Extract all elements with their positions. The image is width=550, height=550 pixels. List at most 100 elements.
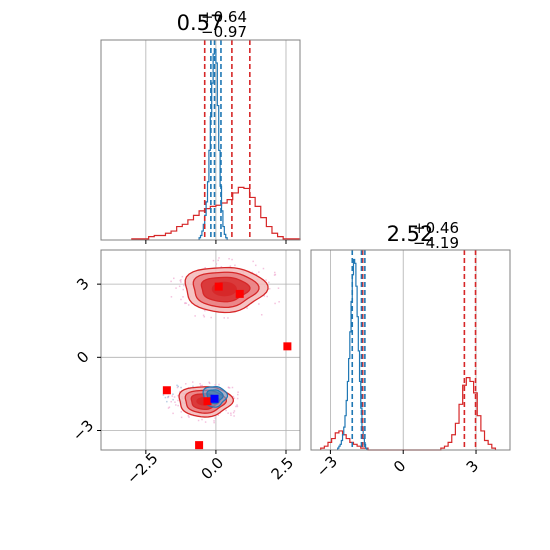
blue-square-marker [210,394,219,403]
red-square-marker [162,386,171,395]
sample-dot [215,263,218,265]
sample-dot [228,387,231,389]
red-square-marker [214,282,223,291]
sample-dot [229,265,232,267]
histograms [131,48,301,240]
sample-dot [268,281,270,284]
sample-dot [173,277,175,280]
sample-dot [227,386,230,389]
sample-dot [223,317,225,319]
sample-dot [174,401,176,403]
x-tick-label: 3 [463,457,482,476]
sample-dot [236,405,239,408]
sample-dot [218,257,220,259]
sample-dot [187,304,190,306]
red-square-marker [195,441,204,450]
sample-dot [228,257,230,260]
sample-dot [162,394,165,396]
sample-dot [175,404,177,406]
sample-dot [176,384,178,387]
sample-dot [278,301,280,303]
sample-dot [246,307,248,309]
x-tick-label: −3 [313,452,341,480]
axes-frame [310,249,511,451]
sample-dot [255,273,258,276]
sample-dot [172,412,174,415]
sample-dot [164,396,167,399]
sample-dot [266,295,268,298]
sample-dot [213,421,215,424]
sample-dot [168,406,171,408]
sample-dot [236,404,238,406]
sample-dot [208,381,210,384]
sample-dot [234,264,236,267]
sample-dot [187,415,190,417]
sample-dot [231,386,234,389]
sample-dot [194,315,196,317]
sample-dot [202,314,205,317]
quantile-lines [351,250,477,450]
sample-dot [180,279,182,281]
sample-dot [237,393,239,396]
sample-dot [183,284,185,287]
sample-dot [274,302,276,305]
sample-dot [232,395,235,398]
sample-dot [199,382,201,385]
sample-dot [230,414,232,416]
sample-dot [277,287,280,289]
sample-dot [213,420,215,422]
x-tick-label: 2.5 [268,454,298,484]
sample-dot [274,273,277,276]
sample-dot [204,421,207,423]
sample-dot [180,281,182,283]
sample-dot [191,381,194,383]
sample-dot [179,279,181,282]
sample-dot [258,271,260,273]
sample-dot [265,279,267,281]
param1-title-sub: −0.97 [201,23,247,41]
sample-dot [208,382,211,385]
sample-dot [233,397,236,400]
sample-dot [175,287,177,289]
sample-dot [254,264,257,267]
sample-dot [199,384,202,387]
sample-dot [251,271,254,274]
axes-frame [100,39,301,241]
sample-dot [167,396,170,398]
param2-hist-blue [337,258,368,450]
param1-hist-red [131,186,301,240]
param2-title-value: 2.52 [387,222,434,246]
sample-dot [231,258,233,261]
sample-dot [204,309,206,312]
sample-dot [180,298,182,301]
sample-dot [263,295,266,297]
sample-dot [214,417,216,419]
red-square-marker [235,289,244,298]
sample-dot [201,418,203,421]
sample-dot [177,404,179,407]
sample-dot [212,259,215,262]
y-tick-label: 3 [73,274,92,293]
sample-dot [170,280,172,283]
sample-dot [188,416,190,418]
sample-dot [204,267,206,269]
sample-dot [185,383,187,385]
sample-dot [235,405,237,408]
sample-dot [176,386,179,389]
sample-dot [237,391,239,393]
sample-dot [173,396,176,398]
sample-dot [181,275,184,278]
histogram-panel-param1: 0.57 +0.64 −0.97 [100,8,301,244]
sample-dot [230,412,232,415]
param1-title: 0.57 [177,11,224,35]
x-tick-label: 0 [390,457,409,476]
sample-dot [274,271,276,274]
marker-points [162,282,292,450]
param1-title-value: 0.57 [177,11,224,35]
sample-dot [260,314,263,316]
x-tick-label: −2.5 [123,449,161,487]
sample-dot [268,287,271,290]
y-tick-label: −3 [69,416,97,444]
plot-area [311,250,510,450]
x-ticks [145,240,287,244]
